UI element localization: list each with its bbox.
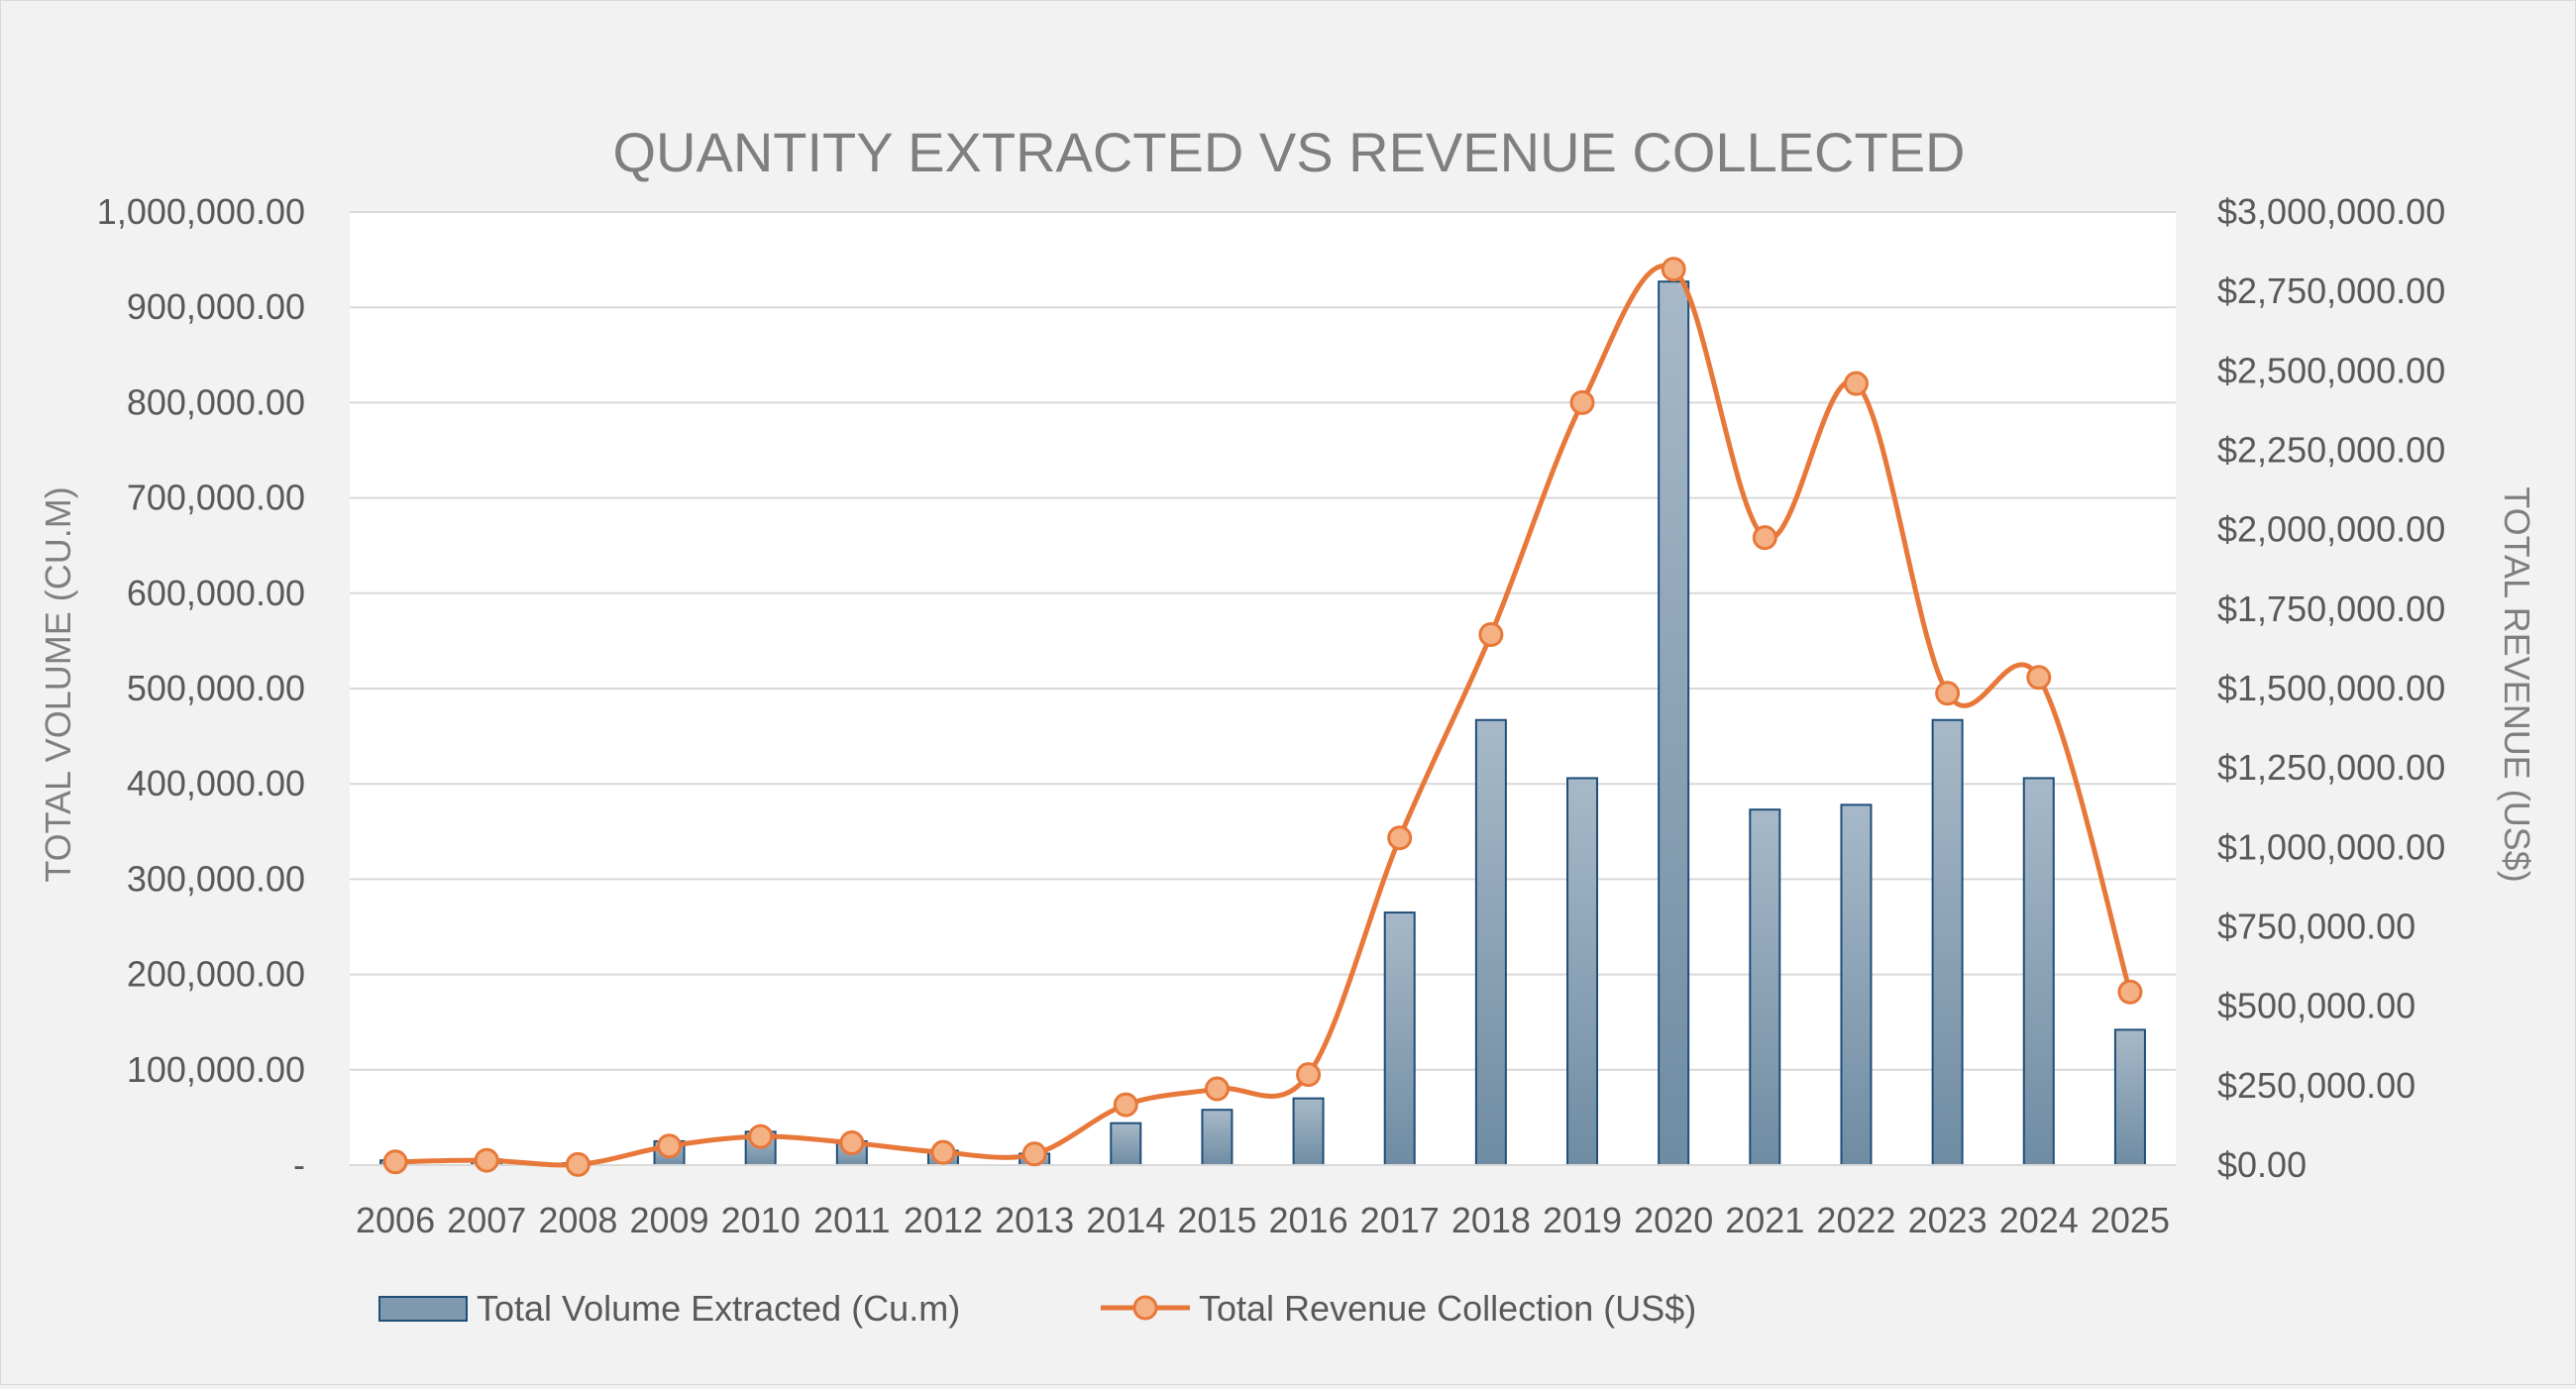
legend-label-revenue: Total Revenue Collection (US$) xyxy=(1199,1288,1696,1329)
bar-volume xyxy=(2022,777,2055,1166)
x-tick-label: 2008 xyxy=(538,1200,617,1240)
y-left-tick-label: 400,000.00 xyxy=(127,763,305,803)
y-left-tick-label: 500,000.00 xyxy=(127,668,305,708)
y-left-tick-label: 300,000.00 xyxy=(127,858,305,899)
bar-volume xyxy=(1840,803,1873,1166)
y-right-tick-label: $1,750,000.00 xyxy=(2217,588,2445,629)
y-left-tick-label: 1,000,000.00 xyxy=(97,191,305,232)
x-tick-label: 2019 xyxy=(1543,1200,1622,1240)
x-tick-label: 2018 xyxy=(1451,1200,1531,1240)
y-right-tick-label: $1,500,000.00 xyxy=(2217,668,2445,708)
point-revenue xyxy=(930,1139,956,1165)
point-revenue xyxy=(1843,371,1869,396)
x-tick-label: 2014 xyxy=(1086,1200,1165,1240)
y-left-tick-label: 900,000.00 xyxy=(127,286,305,327)
legend-swatch-volume xyxy=(378,1296,468,1322)
x-tick-label: 2015 xyxy=(1177,1200,1256,1240)
x-tick-label: 2007 xyxy=(447,1200,526,1240)
y-left-tick-label: 100,000.00 xyxy=(127,1049,305,1090)
bar-volume xyxy=(1749,808,1781,1166)
point-revenue xyxy=(839,1130,865,1156)
y-right-tick-label: $2,500,000.00 xyxy=(2217,350,2445,390)
y-left-tick-label: - xyxy=(293,1144,305,1185)
y-right-tick-label: $500,000.00 xyxy=(2217,986,2415,1026)
point-revenue xyxy=(1021,1141,1047,1167)
point-revenue xyxy=(1569,389,1595,415)
point-revenue xyxy=(748,1123,774,1149)
point-revenue xyxy=(1204,1076,1230,1102)
point-revenue xyxy=(1661,257,1686,282)
x-tick-label: 2020 xyxy=(1634,1200,1713,1240)
x-tick-label: 2009 xyxy=(629,1200,708,1240)
x-tick-label: 2024 xyxy=(1999,1200,2079,1240)
x-tick-label: 2022 xyxy=(1816,1200,1895,1240)
x-tick-label: 2023 xyxy=(1908,1200,1987,1240)
y-left-tick-label: 600,000.00 xyxy=(127,573,305,613)
x-tick-label: 2017 xyxy=(1360,1200,1440,1240)
point-revenue xyxy=(1387,825,1413,851)
legend-label-volume: Total Volume Extracted (Cu.m) xyxy=(477,1288,960,1329)
y-left-tick-label: 700,000.00 xyxy=(127,478,305,518)
bar-volume xyxy=(1383,911,1416,1166)
point-revenue xyxy=(382,1149,408,1175)
bar-volume xyxy=(1474,718,1507,1166)
y-right-tick-label: $2,750,000.00 xyxy=(2217,270,2445,311)
y-right-tick-label: $2,250,000.00 xyxy=(2217,430,2445,471)
point-revenue xyxy=(1296,1062,1322,1088)
point-revenue xyxy=(2117,979,2143,1005)
x-tick-label: 2013 xyxy=(995,1200,1074,1240)
legend-marker-revenue xyxy=(1132,1295,1158,1321)
point-revenue xyxy=(2026,665,2052,691)
x-tick-label: 2016 xyxy=(1269,1200,1348,1240)
bar-volume xyxy=(1292,1097,1325,1167)
bar-volume xyxy=(1931,718,1964,1166)
x-tick-label: 2006 xyxy=(356,1200,435,1240)
bar-volume xyxy=(1110,1122,1142,1166)
point-revenue xyxy=(1935,681,1961,706)
x-tick-label: 2011 xyxy=(813,1200,890,1240)
y-right-tick-label: $3,000,000.00 xyxy=(2217,191,2445,232)
y-left-tick-label: 200,000.00 xyxy=(127,954,305,995)
point-revenue xyxy=(565,1151,590,1177)
point-revenue xyxy=(1478,621,1504,647)
y-left-tick-label: 800,000.00 xyxy=(127,381,305,422)
y-right-axis-title: TOTAL REVENUE (US$) xyxy=(2497,486,2537,882)
y-right-tick-label: $2,000,000.00 xyxy=(2217,509,2445,550)
y-right-tick-label: $1,250,000.00 xyxy=(2217,747,2445,788)
y-right-tick-label: $0.00 xyxy=(2217,1144,2307,1185)
y-right-tick-label: $250,000.00 xyxy=(2217,1065,2415,1106)
x-tick-label: 2012 xyxy=(904,1200,983,1240)
bar-volume xyxy=(2113,1028,2146,1166)
chart-title: QUANTITY EXTRACTED VS REVENUE COLLECTED xyxy=(613,121,1966,183)
y-right-tick-label: $1,000,000.00 xyxy=(2217,826,2445,867)
legend: Total Volume Extracted (Cu.m) Total Reve… xyxy=(378,1288,1696,1329)
x-tick-label: 2025 xyxy=(2091,1200,2170,1240)
x-tick-label: 2021 xyxy=(1725,1200,1804,1240)
plot-area: - 100,000.00 200,000.00 300,000.00 400,000.0… xyxy=(97,191,2445,1240)
y-right-tick-label: $750,000.00 xyxy=(2217,907,2415,947)
x-tick-label: 2010 xyxy=(721,1200,801,1240)
bar-volume xyxy=(1566,777,1599,1166)
bar-volume xyxy=(1201,1109,1234,1166)
point-revenue xyxy=(474,1147,499,1173)
point-revenue xyxy=(1752,525,1777,551)
y-left-axis-title: TOTAL VOLUME (CU.M) xyxy=(38,486,78,882)
point-revenue xyxy=(657,1133,683,1159)
bar-volume xyxy=(1658,280,1690,1166)
point-revenue xyxy=(1113,1092,1138,1118)
